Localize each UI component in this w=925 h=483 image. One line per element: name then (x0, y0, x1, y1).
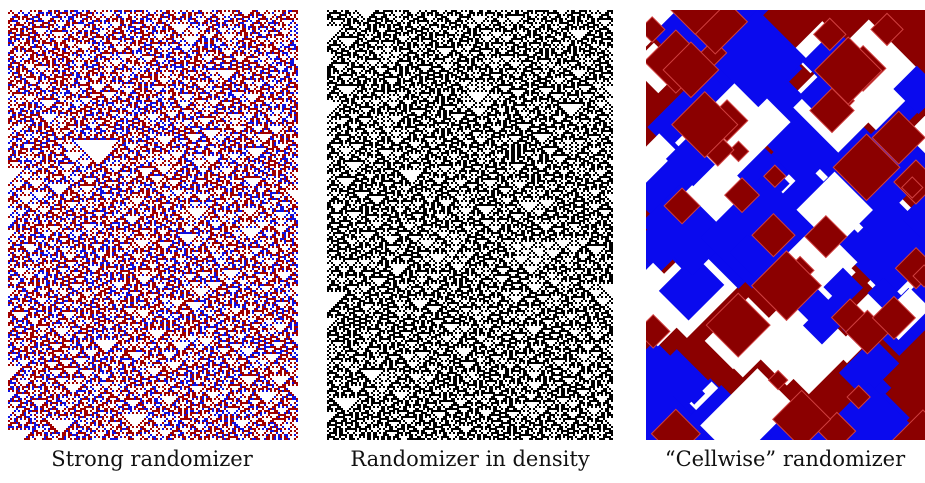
panel-strong (8, 10, 298, 440)
caption: Strong randomizer (51, 447, 253, 471)
caption: “Cellwise” randomizer (665, 447, 906, 471)
texture (646, 313, 671, 349)
texture (327, 10, 613, 440)
panel-density (327, 10, 613, 440)
texture (668, 10, 722, 36)
texture (767, 369, 789, 391)
texture (705, 292, 771, 358)
texture (723, 177, 761, 214)
texture (912, 264, 925, 288)
texture (813, 382, 919, 440)
texture (763, 164, 787, 188)
texture (8, 10, 298, 440)
texture (646, 340, 692, 402)
texture (646, 16, 666, 43)
texture (871, 110, 925, 165)
texture (671, 90, 739, 159)
texture (729, 234, 775, 280)
texture (662, 41, 720, 99)
texture (900, 188, 925, 240)
texture (870, 12, 904, 47)
texture (871, 295, 917, 340)
texture (838, 337, 900, 399)
texture (823, 267, 863, 308)
texture (812, 17, 847, 52)
texture (893, 65, 925, 115)
texture (658, 255, 725, 321)
texture (770, 136, 819, 185)
texture (682, 10, 749, 55)
texture (802, 295, 852, 345)
texture (751, 250, 822, 322)
texture (727, 140, 750, 163)
texture (650, 408, 701, 440)
texture (646, 184, 732, 276)
panel-cellwise (646, 10, 925, 440)
texture (796, 171, 873, 249)
texture (8, 10, 298, 440)
texture (846, 384, 871, 410)
texture (832, 133, 901, 202)
texture (646, 262, 698, 347)
texture (903, 113, 925, 177)
texture (814, 36, 883, 105)
texture (751, 213, 796, 258)
caption: Randomizer in density (350, 447, 590, 471)
texture (901, 176, 924, 199)
texture (700, 368, 795, 440)
texture (665, 137, 715, 187)
texture (894, 246, 925, 290)
texture (682, 381, 706, 405)
texture (772, 389, 832, 440)
texture (804, 214, 848, 259)
texture (663, 187, 701, 225)
texture (887, 409, 925, 440)
